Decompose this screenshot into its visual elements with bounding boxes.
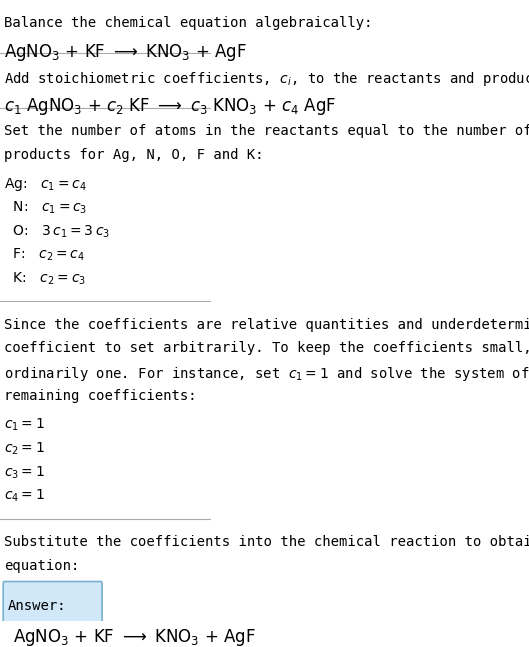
Text: F:   $c_2 = c_4$: F: $c_2 = c_4$: [4, 247, 85, 263]
Text: $c_1 = 1$: $c_1 = 1$: [4, 417, 45, 433]
Text: Ag:   $c_1 = c_4$: Ag: $c_1 = c_4$: [4, 176, 87, 193]
FancyBboxPatch shape: [3, 582, 102, 647]
Text: K:   $c_2 = c_3$: K: $c_2 = c_3$: [4, 270, 86, 287]
Text: AgNO$_3$ + KF $\longrightarrow$ KNO$_3$ + AgF: AgNO$_3$ + KF $\longrightarrow$ KNO$_3$ …: [13, 627, 256, 647]
Text: products for Ag, N, O, F and K:: products for Ag, N, O, F and K:: [4, 148, 264, 162]
Text: $c_3 = 1$: $c_3 = 1$: [4, 464, 45, 481]
Text: Balance the chemical equation algebraically:: Balance the chemical equation algebraica…: [4, 16, 373, 30]
Text: Answer:: Answer:: [7, 598, 66, 613]
Text: $c_1$ AgNO$_3$ + $c_2$ KF $\longrightarrow$ $c_3$ KNO$_3$ + $c_4$ AgF: $c_1$ AgNO$_3$ + $c_2$ KF $\longrightarr…: [4, 96, 336, 117]
Text: N:   $c_1 = c_3$: N: $c_1 = c_3$: [4, 200, 88, 216]
Text: equation:: equation:: [4, 558, 79, 573]
Text: remaining coefficients:: remaining coefficients:: [4, 389, 197, 402]
Text: AgNO$_3$ + KF $\longrightarrow$ KNO$_3$ + AgF: AgNO$_3$ + KF $\longrightarrow$ KNO$_3$ …: [4, 41, 247, 63]
Text: ordinarily one. For instance, set $c_1 = 1$ and solve the system of equations fo: ordinarily one. For instance, set $c_1 =…: [4, 365, 529, 383]
Text: coefficient to set arbitrarily. To keep the coefficients small, the arbitrary va: coefficient to set arbitrarily. To keep …: [4, 342, 529, 355]
Text: $c_4 = 1$: $c_4 = 1$: [4, 488, 45, 504]
Text: Since the coefficients are relative quantities and underdetermined, choose a: Since the coefficients are relative quan…: [4, 318, 529, 332]
Text: O:   $3\,c_1 = 3\,c_3$: O: $3\,c_1 = 3\,c_3$: [4, 223, 110, 240]
Text: Substitute the coefficients into the chemical reaction to obtain the balanced: Substitute the coefficients into the che…: [4, 535, 529, 549]
Text: Add stoichiometric coefficients, $c_i$, to the reactants and products:: Add stoichiometric coefficients, $c_i$, …: [4, 70, 529, 88]
Text: Set the number of atoms in the reactants equal to the number of atoms in the: Set the number of atoms in the reactants…: [4, 124, 529, 138]
Text: $c_2 = 1$: $c_2 = 1$: [4, 441, 45, 457]
